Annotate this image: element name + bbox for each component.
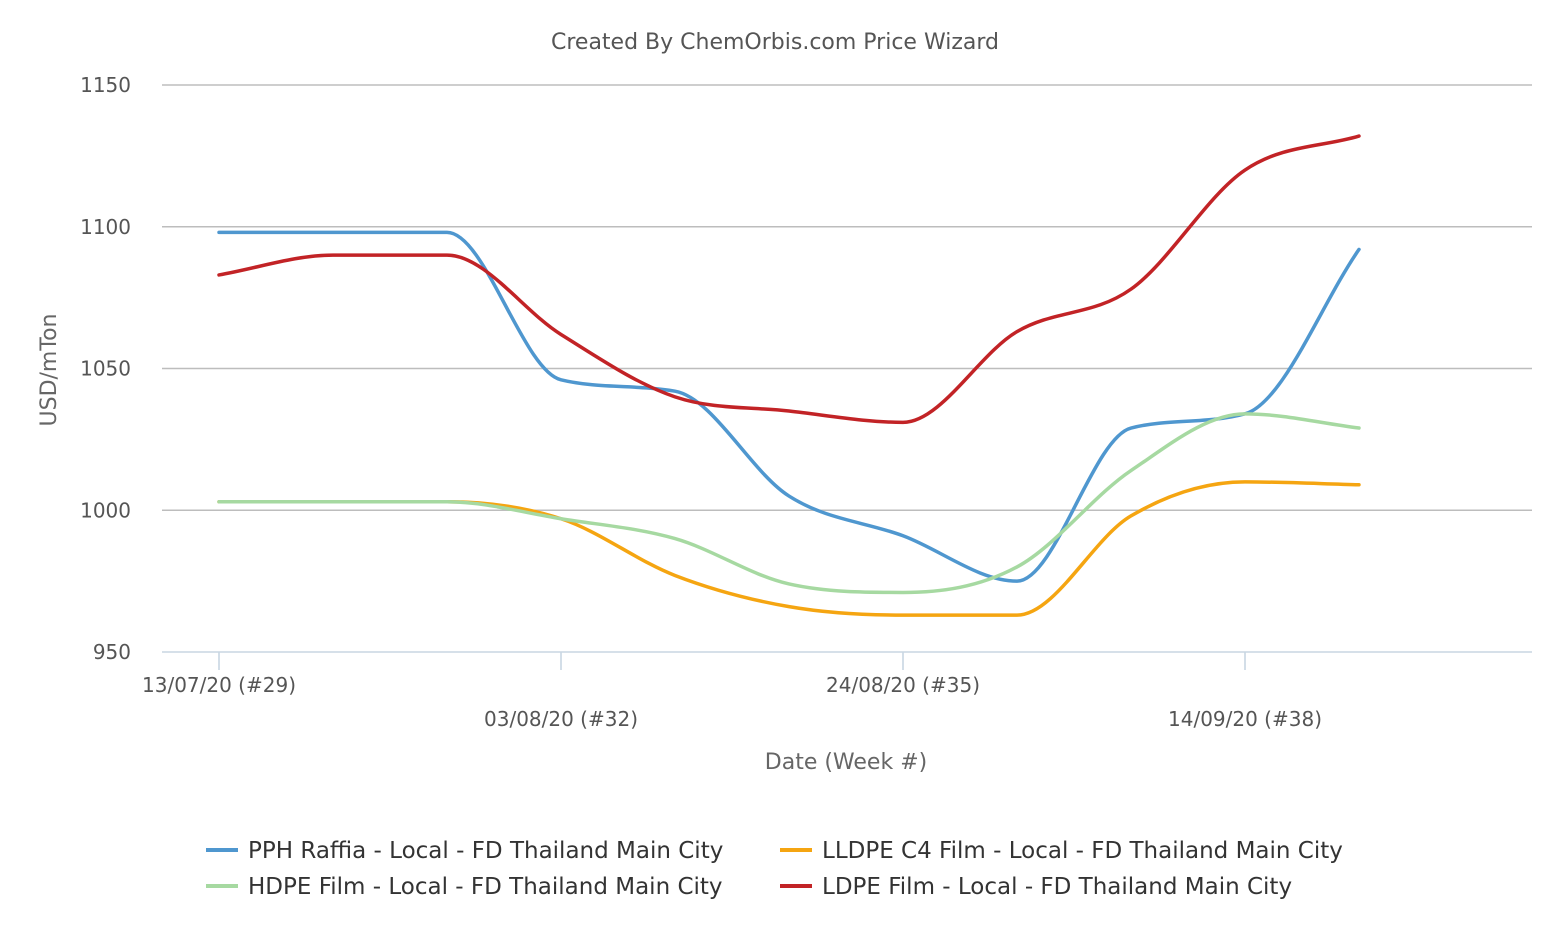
- x-axis: [162, 651, 1532, 670]
- x-tick-label: 03/08/20 (#32): [484, 707, 638, 731]
- chart-title: Created By ChemOrbis.com Price Wizard: [551, 30, 999, 55]
- legend-label: HDPE Film - Local - FD Thailand Main Cit…: [248, 874, 723, 900]
- series-lines: [217, 134, 1361, 617]
- x-tick-label: 13/07/20 (#29): [142, 673, 296, 697]
- legend: PPH Raffia - Local - FD Thailand Main Ci…: [206, 838, 1343, 900]
- legend-item-pph[interactable]: PPH Raffia - Local - FD Thailand Main Ci…: [206, 838, 723, 864]
- legend-item-hdpe[interactable]: HDPE Film - Local - FD Thailand Main Cit…: [206, 874, 723, 900]
- legend-item-lldpe[interactable]: LLDPE C4 Film - Local - FD Thailand Main…: [780, 838, 1343, 864]
- y-tick-label: 1150: [80, 73, 131, 97]
- series-line-pph[interactable]: [217, 230, 1361, 583]
- x-tick-label: 14/09/20 (#38): [1168, 707, 1322, 731]
- legend-label: LDPE Film - Local - FD Thailand Main Cit…: [822, 874, 1292, 900]
- x-axis-tick-labels: 13/07/20 (#29) 03/08/20 (#32) 24/08/20 (#3…: [142, 673, 1322, 731]
- series-line-hdpe[interactable]: [217, 412, 1361, 595]
- y-tick-label: 1000: [80, 498, 131, 522]
- y-axis-tick-labels: 950 1000 1050 1100 1150: [80, 73, 131, 664]
- series-line-ldpe[interactable]: [217, 134, 1361, 425]
- y-tick-label: 1100: [80, 215, 131, 239]
- y-axis-title: USD/mTon: [37, 314, 62, 427]
- gridlines: [162, 84, 1532, 512]
- y-tick-label: 1050: [80, 357, 131, 381]
- legend-label: PPH Raffia - Local - FD Thailand Main Ci…: [248, 838, 723, 864]
- legend-item-ldpe[interactable]: LDPE Film - Local - FD Thailand Main Cit…: [780, 874, 1292, 900]
- legend-label: LLDPE C4 Film - Local - FD Thailand Main…: [822, 838, 1343, 864]
- y-tick-label: 950: [93, 640, 131, 664]
- x-axis-title: Date (Week #): [765, 750, 927, 775]
- x-tick-label: 24/08/20 (#35): [826, 673, 980, 697]
